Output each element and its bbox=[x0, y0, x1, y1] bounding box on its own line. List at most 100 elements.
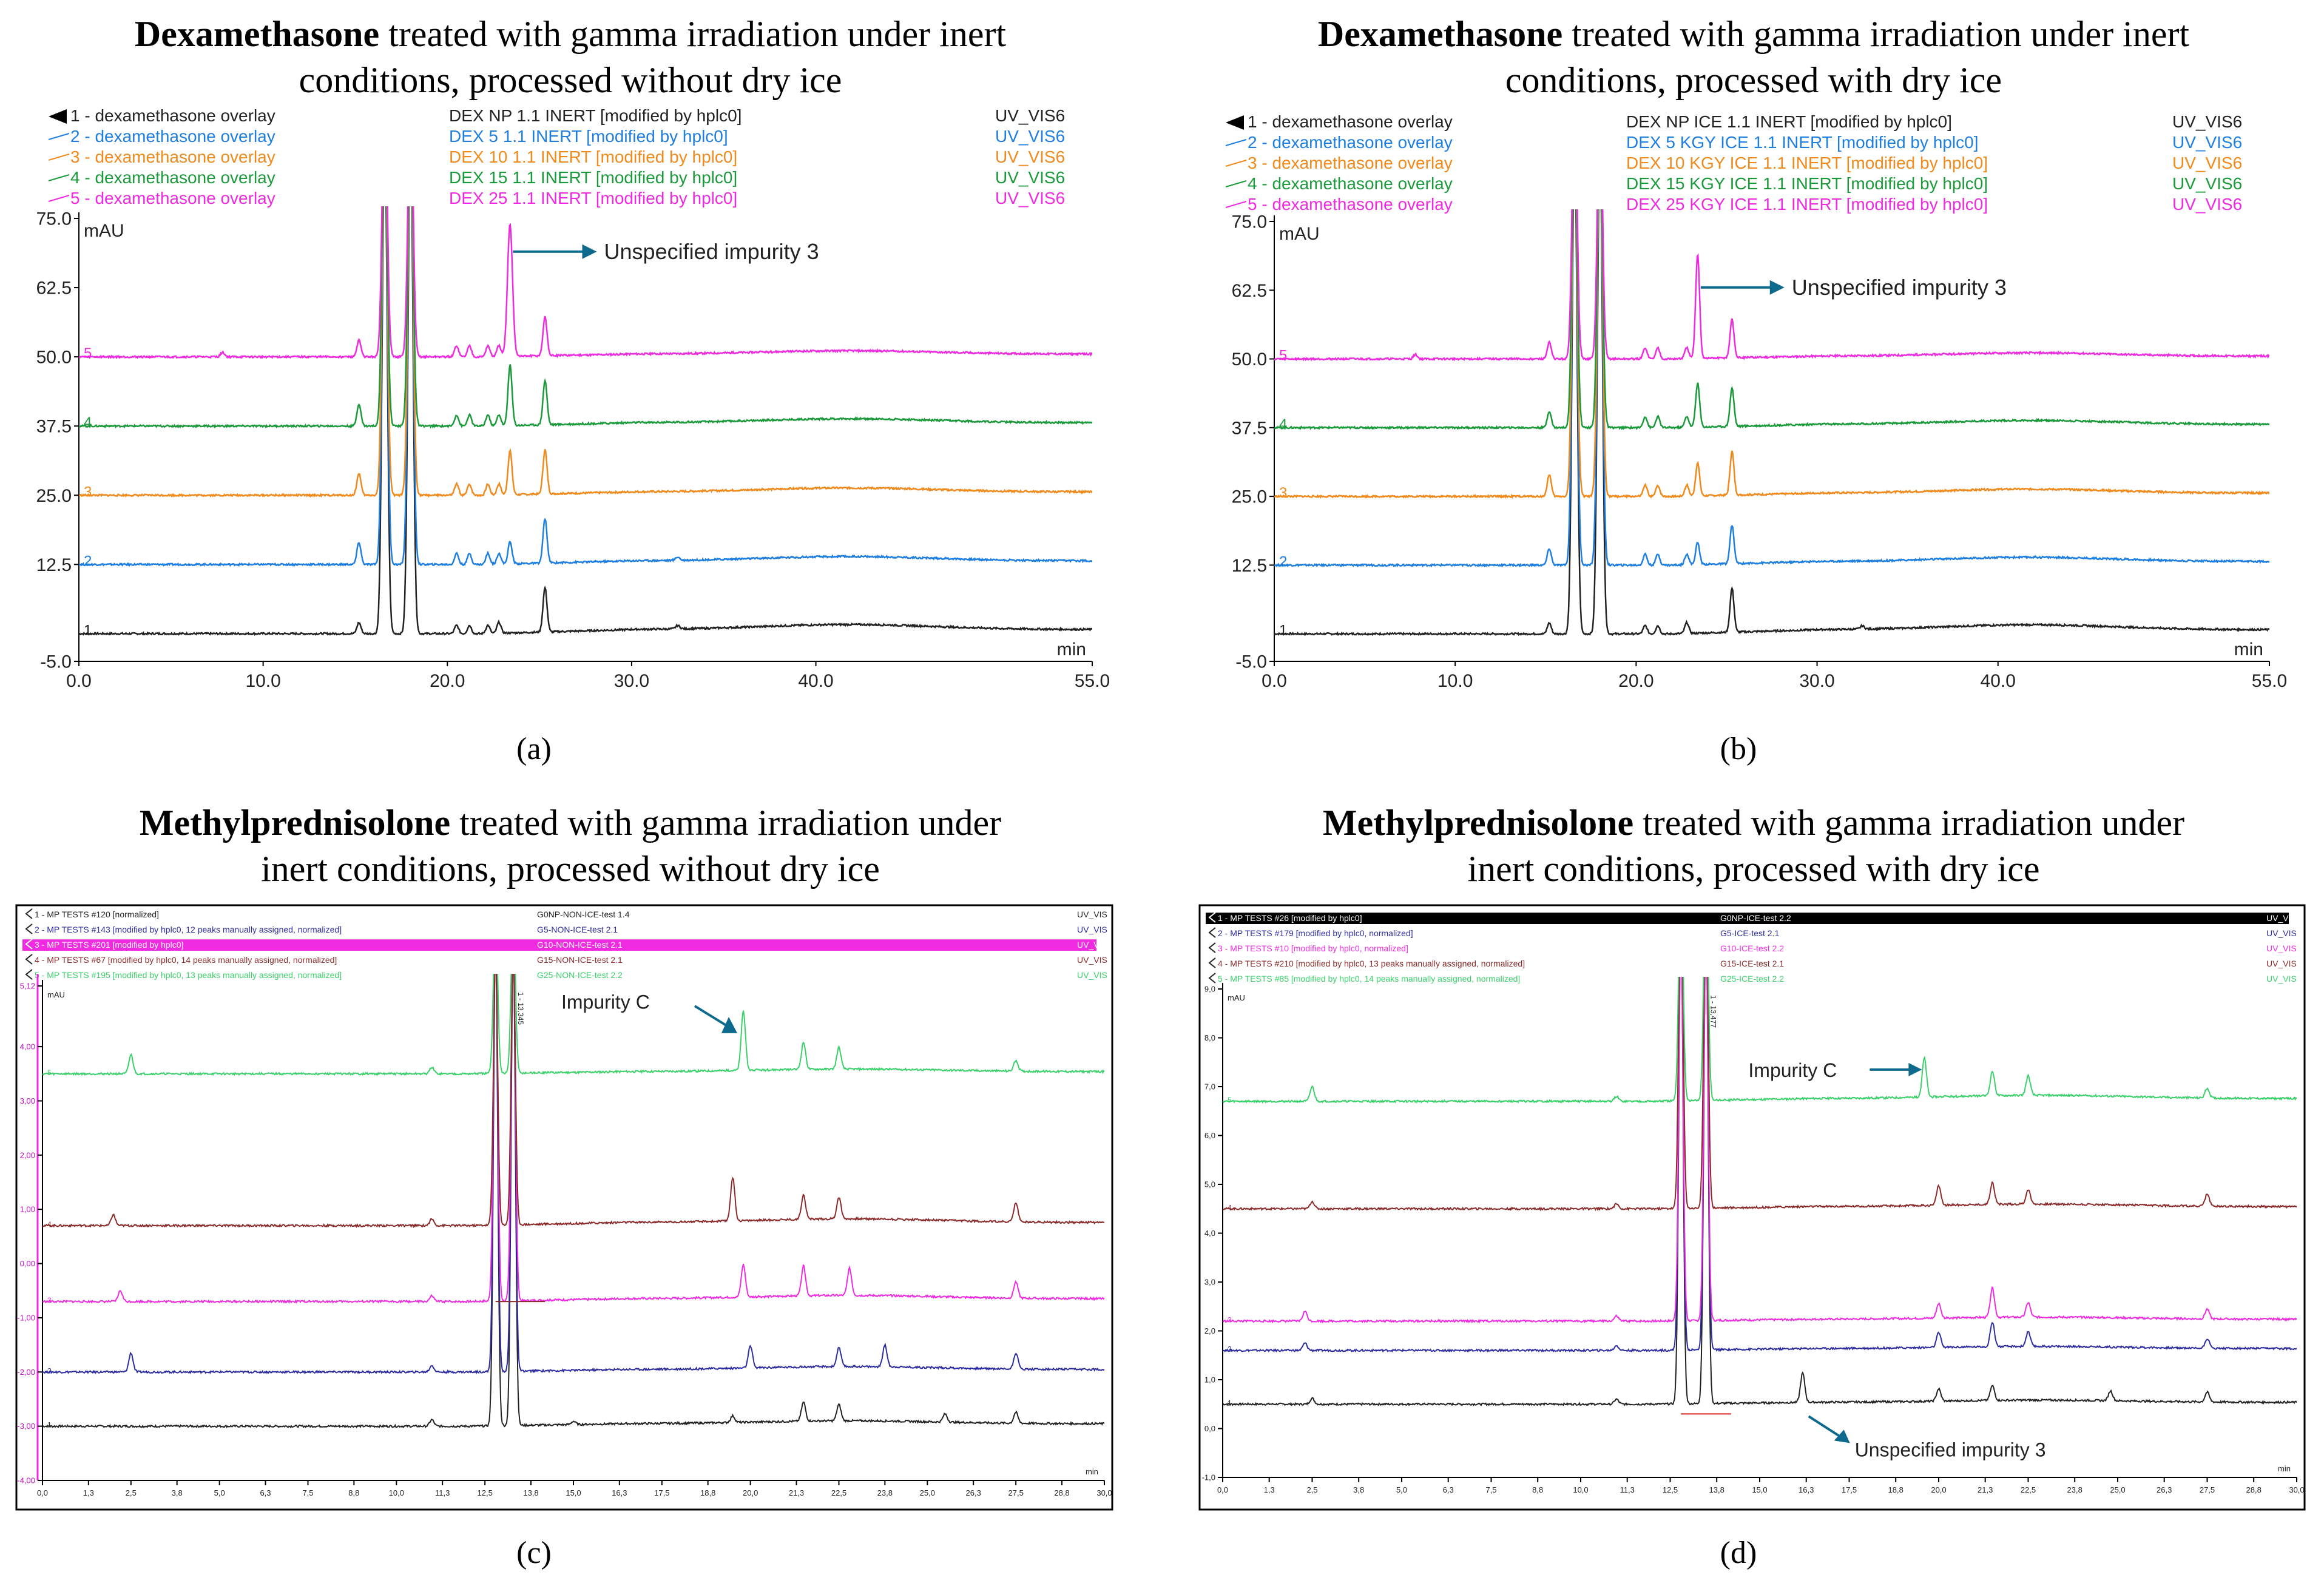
y-tick-label: 50.0 bbox=[36, 348, 72, 368]
chart-a: 1 - dexamethasone overlay DEX NP 1.1 INER… bbox=[36, 109, 1110, 691]
x-tick-label: 23,8 bbox=[877, 1488, 893, 1497]
legend-arrow-icon bbox=[1208, 957, 1216, 968]
y-tick-label: 4,00 bbox=[20, 1042, 35, 1051]
title-d-line2: inert conditions, processed with dry ice bbox=[1467, 849, 2040, 889]
y-tick-label: 1,0 bbox=[1204, 1375, 1215, 1385]
legend-detector: UV_VIS6 bbox=[2172, 195, 2242, 214]
legend-sample: G0NP-NON-ICE-test 1.4 bbox=[537, 909, 630, 919]
x-tick-label: 30.0 bbox=[1799, 671, 1834, 691]
x-tick-label: 27,5 bbox=[1008, 1488, 1024, 1497]
x-tick-label: 55.0 bbox=[2252, 671, 2287, 691]
legend-sample: G25-ICE-test 2.2 bbox=[1720, 974, 1784, 984]
x-unit-label: min bbox=[1057, 639, 1086, 660]
x-tick-label: 2,5 bbox=[126, 1488, 137, 1497]
legend-sample: DEX 15 1.1 INERT [modified by hplc0] bbox=[449, 168, 737, 187]
series-5-line bbox=[79, 206, 1092, 360]
legend-arrow-icon bbox=[25, 954, 33, 965]
series-1-label: 1 bbox=[47, 1421, 52, 1429]
impurity3-arrowhead bbox=[582, 244, 597, 259]
x-tick-label: 7,5 bbox=[1485, 1485, 1496, 1494]
legend-name: 1 - MP TESTS #26 [modified by hplc0] bbox=[1218, 913, 1362, 923]
legend-marker-icon bbox=[1226, 115, 1244, 130]
legend-name: 4 - dexamethasone overlay bbox=[70, 168, 275, 187]
x-tick-label: 18,8 bbox=[700, 1488, 715, 1497]
legend-line-icon bbox=[1225, 201, 1247, 208]
legend-sample: DEX 25 KGY ICE 1.1 INERT [modified by hp… bbox=[1626, 195, 1988, 214]
y-tick-label: 12.5 bbox=[36, 555, 72, 575]
legend-sample: G10-ICE-test 2.2 bbox=[1720, 943, 1784, 953]
legend-arrow-icon bbox=[25, 908, 33, 919]
x-tick-label: 0,0 bbox=[37, 1488, 48, 1497]
caption-b: (b) bbox=[1720, 732, 1757, 766]
title-c: Methylprednisolone treated with gamma ir… bbox=[12, 800, 1129, 892]
legend-detector: UV_VIS6 bbox=[995, 127, 1065, 146]
series-4-line bbox=[79, 206, 1092, 429]
legend-name: 1 - dexamethasone overlay bbox=[70, 109, 275, 125]
impurity3-arrowhead bbox=[1769, 280, 1785, 295]
x-tick-label: 6,3 bbox=[260, 1488, 271, 1497]
caption-d: (d) bbox=[1720, 1536, 1757, 1570]
caption-a: (a) bbox=[516, 732, 552, 766]
series-5-line bbox=[1274, 209, 2269, 362]
series-5-label: 5 bbox=[47, 1068, 52, 1077]
caption-c: (c) bbox=[516, 1536, 552, 1570]
x-tick-label: 3,8 bbox=[172, 1488, 183, 1497]
peak-label: 1 - 13,477 bbox=[1709, 995, 1718, 1028]
y-tick-label: 1,00 bbox=[20, 1205, 35, 1214]
y-tick-label: 37.5 bbox=[1232, 418, 1267, 438]
x-tick-label: 20,0 bbox=[743, 1488, 758, 1497]
y-tick-label: 75.0 bbox=[1232, 212, 1267, 232]
series-1-label: 1 bbox=[84, 622, 92, 638]
legend-sample: G5-ICE-test 2.1 bbox=[1720, 928, 1779, 938]
x-tick-label: 30,0 bbox=[2289, 1485, 2304, 1494]
y-unit-label: mAU bbox=[47, 990, 65, 999]
y-tick-label: 9,0 bbox=[1204, 985, 1215, 994]
y-tick-label: -4,00 bbox=[17, 1476, 35, 1485]
x-tick-label: 10.0 bbox=[245, 671, 280, 691]
x-tick-label: 13,8 bbox=[1709, 1485, 1724, 1494]
legend-line-icon bbox=[1225, 160, 1247, 167]
legend-detector: UV_VIS bbox=[1077, 955, 1107, 965]
legend-sample: DEX 5 KGY ICE 1.1 INERT [modified by hpl… bbox=[1626, 133, 1979, 152]
impurity3-label: Unspecified impurity 3 bbox=[1855, 1439, 2046, 1460]
title-d-bold: Methylprednisolone bbox=[1322, 803, 1634, 843]
legend-name: 4 - MP TESTS #210 [modified by hplc0, 13… bbox=[1218, 959, 1525, 968]
x-tick-label: 2,5 bbox=[1306, 1485, 1317, 1494]
legend-name: 4 - MP TESTS #67 [modified by hplc0, 14 … bbox=[35, 955, 337, 965]
x-tick-label: 28,8 bbox=[1054, 1488, 1069, 1497]
legend-sample: G15-ICE-test 2.1 bbox=[1720, 959, 1784, 968]
x-tick-label: 15,0 bbox=[1752, 1485, 1767, 1494]
x-tick-label: 11,3 bbox=[435, 1488, 450, 1497]
y-tick-label: 5,0 bbox=[1204, 1180, 1215, 1189]
legend-name: 2 - MP TESTS #179 [modified by hplc0, no… bbox=[1218, 928, 1413, 938]
legend-sample: G0NP-ICE-test 2.2 bbox=[1720, 913, 1791, 923]
title-d-rest: treated with gamma irradiation under bbox=[1633, 803, 2185, 843]
legend-detector: UV_VIS6 bbox=[2172, 154, 2242, 172]
chart-b: 1 - dexamethasone overlay DEX NP ICE 1.1 … bbox=[1225, 112, 2287, 691]
chart-c-frame bbox=[15, 904, 1113, 1511]
legend-sample: DEX 5 1.1 INERT [modified by hplc0] bbox=[449, 127, 728, 146]
y-tick-label: 37.5 bbox=[36, 417, 72, 437]
impurity-c-arrowhead bbox=[1908, 1062, 1922, 1076]
series-2-label: 2 bbox=[1228, 1345, 1232, 1354]
x-unit-label: min bbox=[2278, 1464, 2291, 1473]
series-5-line bbox=[42, 974, 1104, 1076]
legend-marker-icon bbox=[49, 109, 67, 124]
series-1-line bbox=[1274, 209, 2269, 636]
title-d: Methylprednisolone treated with gamma ir… bbox=[1195, 800, 2312, 892]
series-5-label: 5 bbox=[1228, 1096, 1232, 1104]
legend-detector: UV_VIS bbox=[2266, 959, 2297, 968]
legend-name: 2 - MP TESTS #143 [modified by hplc0, 12… bbox=[35, 925, 342, 934]
impurity3-label: Unspecified impurity 3 bbox=[604, 239, 819, 264]
impurity-c-label: Impurity C bbox=[561, 991, 650, 1013]
series-4-line bbox=[42, 974, 1104, 1229]
y-tick-label: 3,0 bbox=[1204, 1278, 1215, 1287]
y-tick-label: 2,0 bbox=[1204, 1326, 1215, 1335]
legend-detector: UV_VIS bbox=[1077, 970, 1107, 980]
title-a-bold: Dexamethasone bbox=[134, 14, 380, 54]
y-tick-label: 2,00 bbox=[20, 1150, 35, 1159]
legend-arrow-icon bbox=[1208, 912, 1216, 923]
y-unit-label: mAU bbox=[1228, 993, 1245, 1002]
series-1-label: 1 bbox=[1228, 1399, 1232, 1407]
impurity3-arrow bbox=[1808, 1415, 1843, 1440]
